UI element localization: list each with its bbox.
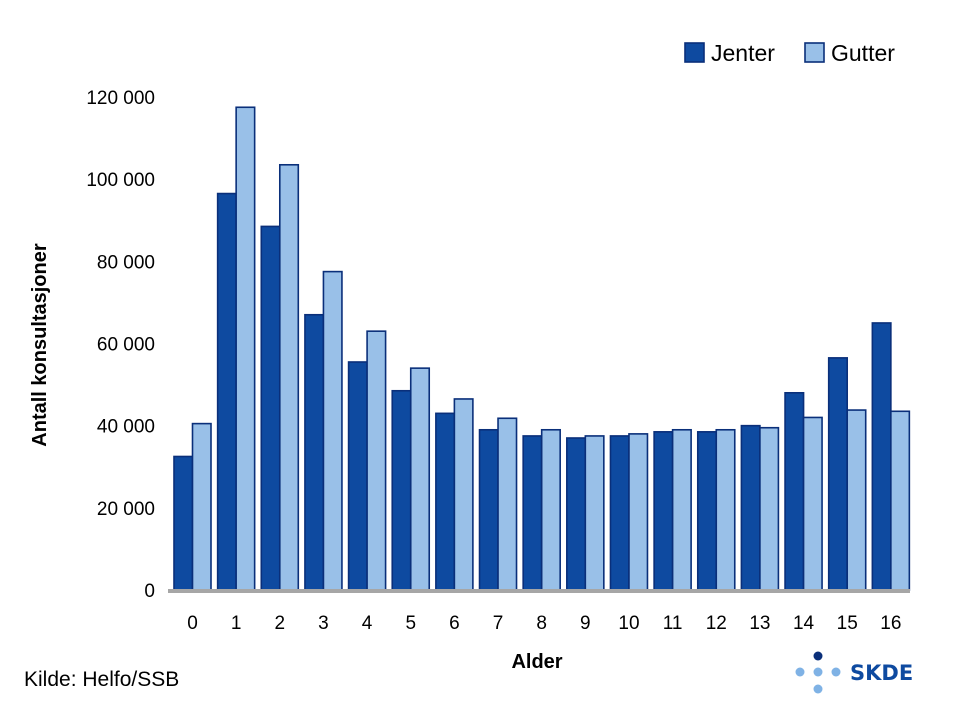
bar-jenter-15 bbox=[827, 357, 849, 591]
x-axis-title: Alder bbox=[511, 651, 562, 673]
y-axis-title: Antall konsultasjoner bbox=[29, 243, 51, 447]
x-tick-label: 10 bbox=[618, 613, 639, 634]
bar-jenter-9 bbox=[566, 437, 587, 591]
bar-gutter-2 bbox=[278, 163, 300, 591]
bar-gutter-4 bbox=[366, 330, 387, 591]
bar-gutter-15 bbox=[846, 409, 867, 591]
legend-label-gutter: Gutter bbox=[831, 40, 895, 66]
y-tick-label: 40 000 bbox=[97, 417, 155, 438]
bar-gutter-5 bbox=[409, 367, 431, 591]
x-tick-label: 0 bbox=[187, 613, 198, 634]
bar-gutter-16 bbox=[890, 410, 911, 591]
bar-gutter-3 bbox=[322, 270, 343, 591]
y-tick-label: 80 000 bbox=[97, 252, 155, 273]
bar-gutter-9 bbox=[584, 435, 605, 591]
x-tick-label: 4 bbox=[362, 613, 373, 634]
x-tick-label: 5 bbox=[405, 613, 416, 634]
bar-gutter-12 bbox=[715, 428, 736, 591]
x-tick-label: 8 bbox=[536, 613, 547, 634]
bar-jenter-12 bbox=[696, 431, 718, 591]
y-tick-label: 20 000 bbox=[97, 499, 155, 520]
bar-jenter-1 bbox=[216, 192, 237, 591]
bar-jenter-16 bbox=[871, 322, 892, 591]
bar-jenter-8 bbox=[522, 435, 543, 591]
bar-gutter-6 bbox=[453, 398, 474, 591]
bar-gutter-1 bbox=[235, 106, 256, 591]
y-axis-ticks: 0 20 000 40 000 60 000 80 000 100 000 120 000 bbox=[86, 88, 155, 602]
x-tick-label: 6 bbox=[449, 613, 460, 634]
bar-jenter-11 bbox=[653, 431, 674, 591]
bar-jenter-4 bbox=[347, 361, 368, 591]
bar-gutter-0 bbox=[191, 422, 212, 591]
logo-dots-icon bbox=[795, 651, 841, 694]
legend: Jenter Gutter bbox=[684, 40, 895, 66]
bar-jenter-14 bbox=[784, 391, 805, 591]
skde-logo: SKDE bbox=[795, 651, 913, 694]
bar-gutter-8 bbox=[540, 428, 561, 591]
bar-gutter-7 bbox=[497, 417, 518, 591]
bar-jenter-3 bbox=[304, 313, 325, 591]
legend-label-jenter: Jenter bbox=[711, 40, 775, 66]
x-tick-label: 7 bbox=[493, 613, 504, 634]
x-tick-label: 2 bbox=[275, 613, 286, 634]
bar-jenter-6 bbox=[435, 412, 456, 591]
bar-jenter-0 bbox=[173, 455, 194, 591]
x-tick-label: 14 bbox=[793, 613, 815, 634]
legend-swatch-jenter bbox=[684, 42, 705, 63]
x-tick-label: 9 bbox=[580, 613, 591, 634]
y-tick-label: 100 000 bbox=[86, 170, 155, 191]
bar-gutter-10 bbox=[628, 433, 649, 591]
bar-jenter-5 bbox=[391, 389, 412, 591]
bar-gutter-13 bbox=[759, 426, 780, 591]
bar-gutter-11 bbox=[671, 428, 692, 591]
y-tick-label: 60 000 bbox=[97, 335, 155, 356]
x-tick-label: 12 bbox=[706, 613, 727, 634]
bar-gutter-14 bbox=[802, 416, 823, 591]
bars bbox=[173, 106, 911, 591]
x-tick-label: 11 bbox=[663, 613, 683, 634]
y-tick-label: 0 bbox=[144, 581, 155, 602]
source-note: Kilde: Helfo/SSB bbox=[24, 668, 180, 691]
legend-swatch-gutter bbox=[804, 42, 825, 63]
bar-jenter-7 bbox=[478, 428, 499, 591]
y-tick-label: 120 000 bbox=[86, 88, 155, 109]
x-axis-ticks: 0 1 2 3 4 5 6 7 8 9 10 11 12 13 14 15 16 bbox=[187, 613, 901, 634]
x-tick-label: 3 bbox=[318, 613, 329, 634]
bar-jenter-2 bbox=[260, 225, 281, 591]
bar-jenter-10 bbox=[609, 435, 630, 591]
bar-jenter-13 bbox=[740, 424, 761, 591]
x-tick-label: 15 bbox=[837, 613, 858, 634]
x-tick-label: 1 bbox=[231, 613, 242, 634]
x-tick-label: 13 bbox=[749, 613, 770, 634]
x-tick-label: 16 bbox=[880, 613, 901, 634]
logo-text: SKDE bbox=[850, 661, 913, 685]
